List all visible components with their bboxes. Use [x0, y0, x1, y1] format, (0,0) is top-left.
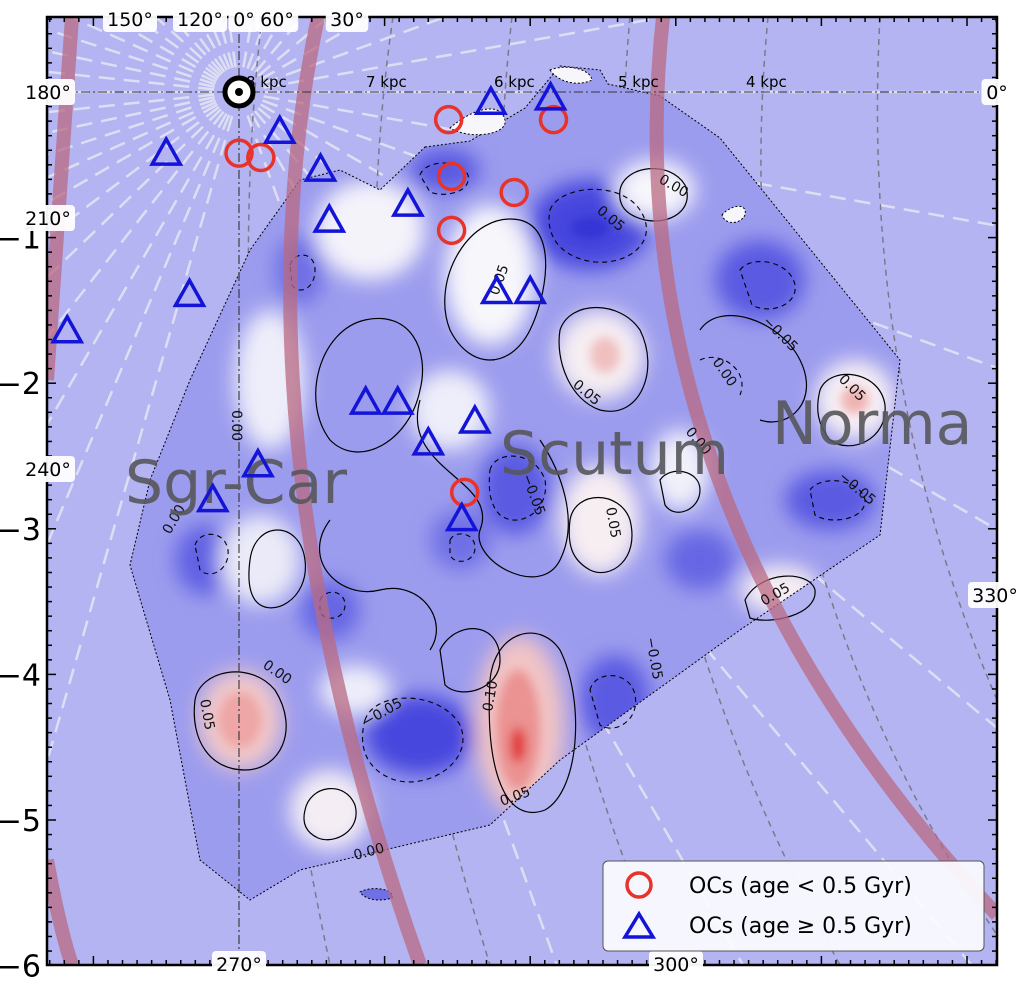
region-label-norma: Norma	[772, 389, 972, 459]
contour-label: −0.05	[642, 636, 665, 681]
svg-text:330°: 330°	[972, 585, 1018, 607]
svg-text:60°: 60°	[260, 9, 294, 31]
svg-text:30°: 30°	[330, 9, 364, 31]
angle-label: 300°	[649, 951, 703, 977]
old-cluster-marker	[473, 84, 508, 115]
contour-label: 0.10	[480, 679, 501, 712]
y-tick-label: −2	[0, 367, 41, 402]
y-tick-label: −3	[0, 513, 41, 548]
young-cluster-marker	[246, 142, 276, 173]
svg-text:0°: 0°	[986, 82, 1008, 104]
angle-label: 330°	[968, 582, 1020, 608]
angle-label: 180°	[21, 79, 75, 105]
old-cluster-marker	[50, 313, 85, 344]
young-cluster-marker	[433, 104, 464, 135]
young-cluster-marker	[224, 138, 254, 168]
young-cluster-marker	[499, 177, 529, 208]
angle-label: 270°	[212, 951, 266, 977]
old-cluster-marker	[513, 273, 548, 305]
distance-labels: 8 kpc 7 kpc 6 kpc 5 kpc 4 kpc	[246, 73, 787, 91]
old-cluster-marker	[479, 273, 514, 305]
y-tick-label: −6	[0, 950, 41, 985]
sun-icon	[222, 75, 256, 109]
angle-label: 240°	[21, 456, 75, 482]
old-cluster-marker	[149, 135, 184, 166]
angle-label: 120°	[173, 6, 227, 32]
angle-label: 30°	[325, 6, 369, 32]
svg-text:120°: 120°	[177, 9, 223, 31]
y-tick-label: −5	[0, 804, 41, 839]
young-cluster-marker	[538, 104, 569, 135]
longitude-ray	[238, 90, 997, 370]
edge-patches	[359, 66, 746, 901]
y-tick-label: −4	[0, 658, 41, 693]
y-axis: −1−2−3−4−5−6	[0, 222, 41, 985]
old-cluster-marker	[240, 447, 275, 478]
svg-text:270°: 270°	[216, 954, 262, 976]
longitude-ray	[238, 91, 974, 965]
legend-label-young: OCs (age < 0.5 Gyr)	[689, 874, 912, 899]
angle-labels: 150° 120° 0° 60° 30°180° 0°210°240°270° 300°33…	[21, 6, 1020, 977]
young-cluster-marker	[449, 477, 480, 508]
old-cluster-marker	[172, 276, 207, 308]
contour-label: 0.00	[228, 410, 244, 441]
old-cluster-marker	[533, 80, 568, 111]
old-cluster-marker	[195, 482, 230, 513]
svg-text:0°: 0°	[233, 9, 255, 31]
angle-label: 60°	[255, 6, 299, 32]
plot-frame	[45, 15, 999, 967]
young-cluster-marker	[436, 161, 467, 192]
legend: OCs (age < 0.5 Gyr) OCs (age ≥ 0.5 Gyr)	[602, 860, 985, 952]
region-label-scutum: Scutum	[500, 419, 729, 489]
sun-crosshair	[47, 17, 997, 965]
legend-box	[602, 860, 985, 952]
contour-label: 0.05	[196, 698, 217, 731]
old-cluster-marker	[380, 384, 415, 415]
svg-text:300°: 300°	[653, 954, 699, 976]
svg-text:240°: 240°	[25, 459, 71, 481]
old-cluster-marker	[444, 501, 479, 532]
angle-label: 150°	[103, 6, 157, 32]
old-cluster-marker	[348, 384, 383, 415]
longitude-ray	[238, 90, 997, 532]
old-cluster-marker	[457, 403, 492, 434]
angle-label: 0°	[981, 79, 1013, 105]
legend-circle-icon	[625, 871, 653, 899]
contour-label: 0.00	[352, 840, 386, 864]
longitude-ray	[237, 91, 559, 965]
young-cluster-marker	[436, 215, 467, 246]
longitude-ray	[238, 91, 997, 730]
angle-label: 210°	[21, 205, 75, 231]
distance-label: 6 kpc	[494, 73, 535, 91]
distance-label: 7 kpc	[366, 73, 407, 91]
distance-label: 5 kpc	[618, 73, 659, 91]
old-cluster-marker	[390, 186, 425, 217]
legend-label-old: OCs (age ≥ 0.5 Gyr)	[689, 914, 912, 939]
legend-triangle-icon	[621, 910, 657, 939]
svg-text:210°: 210°	[25, 208, 71, 230]
svg-text:180°: 180°	[25, 82, 71, 104]
old-cluster-marker	[411, 425, 446, 456]
svg-text:150°: 150°	[107, 9, 153, 31]
old-cluster-marker	[312, 202, 347, 233]
old-cluster-marker	[262, 113, 297, 145]
longitude-ray	[237, 91, 745, 965]
region-label-sgr-car: Sgr-Car	[125, 448, 347, 518]
angle-label: 0°	[228, 6, 260, 32]
distance-label: 8 kpc	[246, 73, 287, 91]
old-cluster-marker	[303, 151, 338, 182]
distance-label: 4 kpc	[746, 73, 787, 91]
contour-label: 0.05	[602, 506, 623, 539]
spiral-arm-bands	[47, 17, 997, 965]
cluster-markers	[50, 80, 569, 532]
